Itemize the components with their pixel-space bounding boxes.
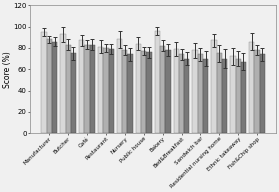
Bar	[198, 54, 203, 133]
Bar	[222, 59, 227, 133]
Bar	[79, 41, 85, 133]
Bar	[179, 54, 184, 133]
Bar	[230, 56, 235, 133]
Bar	[52, 41, 57, 133]
Bar	[203, 59, 208, 133]
Bar	[103, 48, 109, 133]
Y-axis label: Score (%): Score (%)	[3, 51, 12, 88]
Bar	[90, 45, 95, 133]
Bar	[249, 41, 254, 133]
Bar	[217, 53, 222, 133]
Bar	[136, 44, 141, 133]
Bar	[155, 31, 160, 133]
Bar	[117, 39, 122, 133]
Bar	[193, 50, 198, 133]
Bar	[254, 50, 260, 133]
Bar	[128, 54, 133, 133]
Bar	[260, 54, 265, 133]
Bar	[160, 46, 165, 133]
Bar	[85, 45, 90, 133]
Bar	[235, 59, 241, 133]
Bar	[146, 52, 152, 133]
Bar	[109, 49, 114, 133]
Bar	[66, 45, 71, 133]
Bar	[141, 51, 146, 133]
Bar	[47, 39, 52, 133]
Bar	[41, 32, 47, 133]
Bar	[165, 50, 170, 133]
Bar	[71, 53, 76, 133]
Bar	[98, 47, 103, 133]
Bar	[122, 50, 128, 133]
Bar	[184, 59, 189, 133]
Bar	[241, 62, 246, 133]
Bar	[174, 49, 179, 133]
Bar	[211, 41, 217, 133]
Bar	[60, 34, 66, 133]
